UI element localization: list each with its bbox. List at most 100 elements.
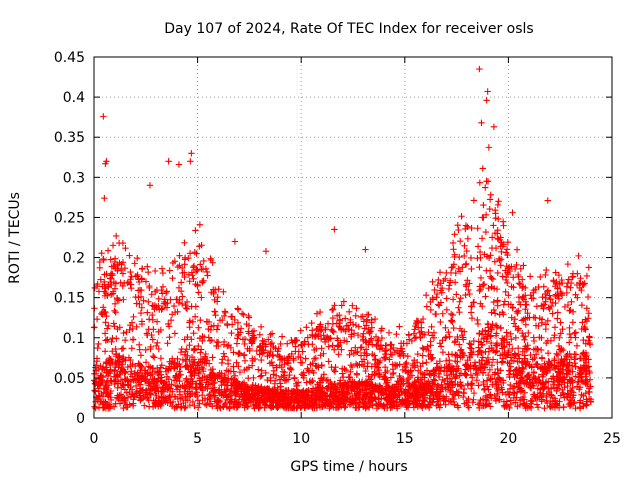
- data-point: [544, 337, 552, 345]
- data-point: [362, 346, 370, 353]
- data-point: [114, 384, 121, 391]
- data-point: [495, 198, 502, 205]
- data-point: [261, 404, 268, 411]
- data-point: [577, 397, 584, 404]
- data-point: [199, 337, 206, 345]
- data-point: [571, 356, 579, 363]
- data-point: [197, 317, 204, 324]
- data-point: [134, 255, 141, 262]
- data-point: [255, 366, 262, 373]
- data-point: [291, 375, 298, 382]
- data-point: [302, 355, 309, 362]
- data-point: [95, 404, 103, 411]
- data-point: [103, 312, 110, 320]
- data-point: [467, 303, 475, 310]
- data-point: [468, 380, 476, 387]
- data-point: [503, 246, 511, 253]
- data-point: [105, 382, 113, 389]
- data-point: [376, 382, 383, 389]
- data-point: [430, 334, 438, 342]
- data-point: [538, 302, 545, 309]
- data-point: [525, 371, 533, 378]
- data-point: [124, 394, 132, 401]
- data-point: [148, 331, 155, 339]
- data-point: [321, 338, 329, 346]
- data-point: [97, 276, 104, 283]
- data-point: [519, 348, 526, 356]
- data-point: [335, 404, 342, 411]
- data-point: [546, 292, 553, 299]
- data-point: [544, 287, 552, 294]
- data-point: [362, 392, 369, 399]
- data-point: [507, 354, 514, 361]
- data-point: [566, 307, 573, 314]
- data-point: [572, 291, 579, 298]
- data-point: [414, 350, 421, 358]
- data-point: [423, 390, 431, 397]
- data-point: [509, 304, 516, 312]
- data-point: [524, 309, 531, 317]
- data-point: [295, 388, 302, 396]
- data-point: [492, 322, 500, 329]
- data-point: [137, 381, 144, 388]
- data-point: [284, 397, 292, 405]
- data-point: [219, 356, 226, 363]
- data-point: [122, 376, 129, 384]
- data-point: [341, 404, 348, 411]
- data-point: [197, 349, 204, 356]
- data-point: [422, 403, 429, 410]
- data-point: [91, 403, 98, 410]
- data-point: [513, 246, 521, 253]
- data-point: [119, 345, 127, 352]
- data-point: [447, 367, 454, 375]
- data-point: [510, 320, 518, 327]
- data-point: [283, 393, 290, 400]
- data-point: [460, 393, 467, 401]
- data-point: [508, 357, 516, 365]
- data-point: [109, 348, 116, 355]
- data-point: [520, 332, 527, 340]
- data-point: [494, 201, 502, 209]
- data-point: [538, 319, 545, 327]
- data-point: [546, 359, 553, 366]
- data-point: [352, 344, 359, 351]
- data-point: [323, 377, 330, 384]
- data-point: [304, 334, 312, 341]
- data-point: [384, 400, 391, 408]
- data-point: [340, 382, 347, 389]
- data-point: [269, 352, 277, 359]
- data-point: [498, 248, 505, 256]
- data-point: [159, 283, 167, 290]
- data-point: [188, 372, 195, 380]
- data-point: [130, 313, 137, 321]
- data-point: [192, 383, 199, 391]
- data-point: [199, 277, 206, 285]
- data-point: [470, 299, 477, 306]
- plot-frame: [93, 56, 613, 419]
- data-point: [100, 399, 107, 406]
- data-point: [134, 273, 141, 280]
- data-point: [111, 323, 118, 330]
- data-point: [176, 368, 183, 375]
- data-point: [101, 330, 109, 337]
- data-point: [464, 223, 471, 230]
- data-point: [558, 355, 565, 363]
- data-point: [121, 265, 129, 272]
- data-point: [583, 305, 591, 312]
- data-point: [433, 294, 440, 301]
- data-point: [556, 334, 563, 341]
- data-point: [443, 295, 450, 302]
- data-point: [149, 364, 156, 372]
- data-point: [374, 337, 381, 344]
- data-point: [155, 295, 162, 303]
- data-point: [561, 379, 568, 386]
- data-point: [410, 330, 418, 337]
- data-point: [270, 367, 278, 375]
- data-point: [210, 387, 218, 394]
- data-point: [324, 385, 332, 393]
- data-point: [267, 374, 274, 382]
- data-point: [558, 292, 566, 299]
- data-point: [111, 366, 119, 374]
- data-point: [456, 325, 464, 332]
- data-point: [188, 336, 195, 343]
